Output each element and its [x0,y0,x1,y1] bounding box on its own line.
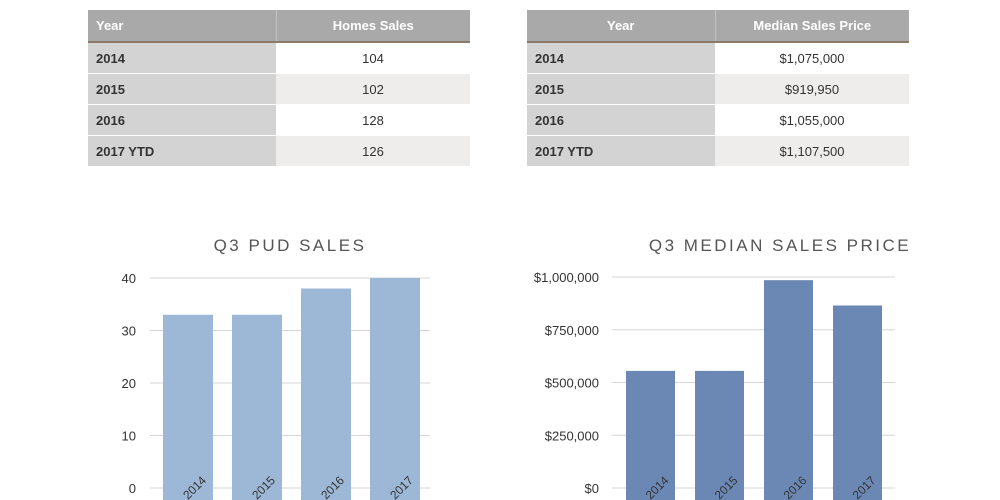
table-row: 2015 102 [88,73,470,105]
y-tick-label: $1,000,000 [534,270,599,285]
bar-2017 [833,305,882,500]
year-cell: 2017 YTD [88,135,276,167]
y-tick-label: $0 [585,481,599,496]
bar-2015 [695,370,744,500]
table-row: 2016 $1,055,000 [527,104,909,136]
median-sales-price-chart: $1,000,000$750,000$500,000$250,000$0 2014… [534,270,895,500]
y-tick-label: $250,000 [545,428,599,443]
value-cell: 102 [276,73,470,105]
column-header: Homes Sales [275,10,470,43]
bar-2014 [163,314,213,500]
table-row: 2014 $1,075,000 [527,42,909,74]
y-tick-label: 40 [122,271,136,286]
median-price-table: Year Median Sales Price 2014 $1,075,000 … [527,10,909,167]
y-tick-label: $750,000 [545,323,599,338]
home-sales-table: Year Homes Sales 2014 104 2015 102 2016 … [88,10,470,167]
table-row: 2017 YTD 126 [88,135,470,167]
bar-2016 [301,288,351,500]
y-tick-label: 10 [122,429,136,444]
column-header: Median Sales Price [714,10,909,43]
y-tick-label: 20 [122,376,136,391]
table-row: 2017 YTD $1,107,500 [527,135,909,167]
chart-title: Q3 PUD SALES [213,236,367,255]
value-cell: 128 [276,104,470,136]
value-cell: $1,055,000 [715,104,909,136]
bar-2015 [232,314,282,500]
value-cell: $1,107,500 [715,135,909,167]
bar-2014 [626,370,675,500]
year-cell: 2014 [527,42,715,74]
column-header: Year [88,10,276,43]
table-row: 2016 128 [88,104,470,136]
value-cell: $1,075,000 [715,42,909,74]
table-header-row: Year Homes Sales [88,10,470,43]
table-header-row: Year Median Sales Price [527,10,909,43]
year-cell: 2017 YTD [527,135,715,167]
table-row: 2015 $919,950 [527,73,909,105]
year-cell: 2014 [88,42,276,74]
bar-2017 [370,278,420,500]
year-cell: 2015 [88,73,276,105]
y-tick-label: 30 [122,324,136,339]
y-tick-label: 0 [129,481,136,496]
value-cell: $919,950 [715,73,909,105]
column-header: Year [527,10,715,43]
value-cell: 104 [276,42,470,74]
year-cell: 2015 [527,73,715,105]
y-tick-label: $500,000 [545,376,599,391]
bar-2016 [764,280,813,500]
year-cell: 2016 [88,104,276,136]
value-cell: 126 [276,135,470,167]
chart-title: Q3 MEDIAN SALES PRICE [648,236,912,255]
year-cell: 2016 [527,104,715,136]
table-row: 2014 104 [88,42,470,74]
